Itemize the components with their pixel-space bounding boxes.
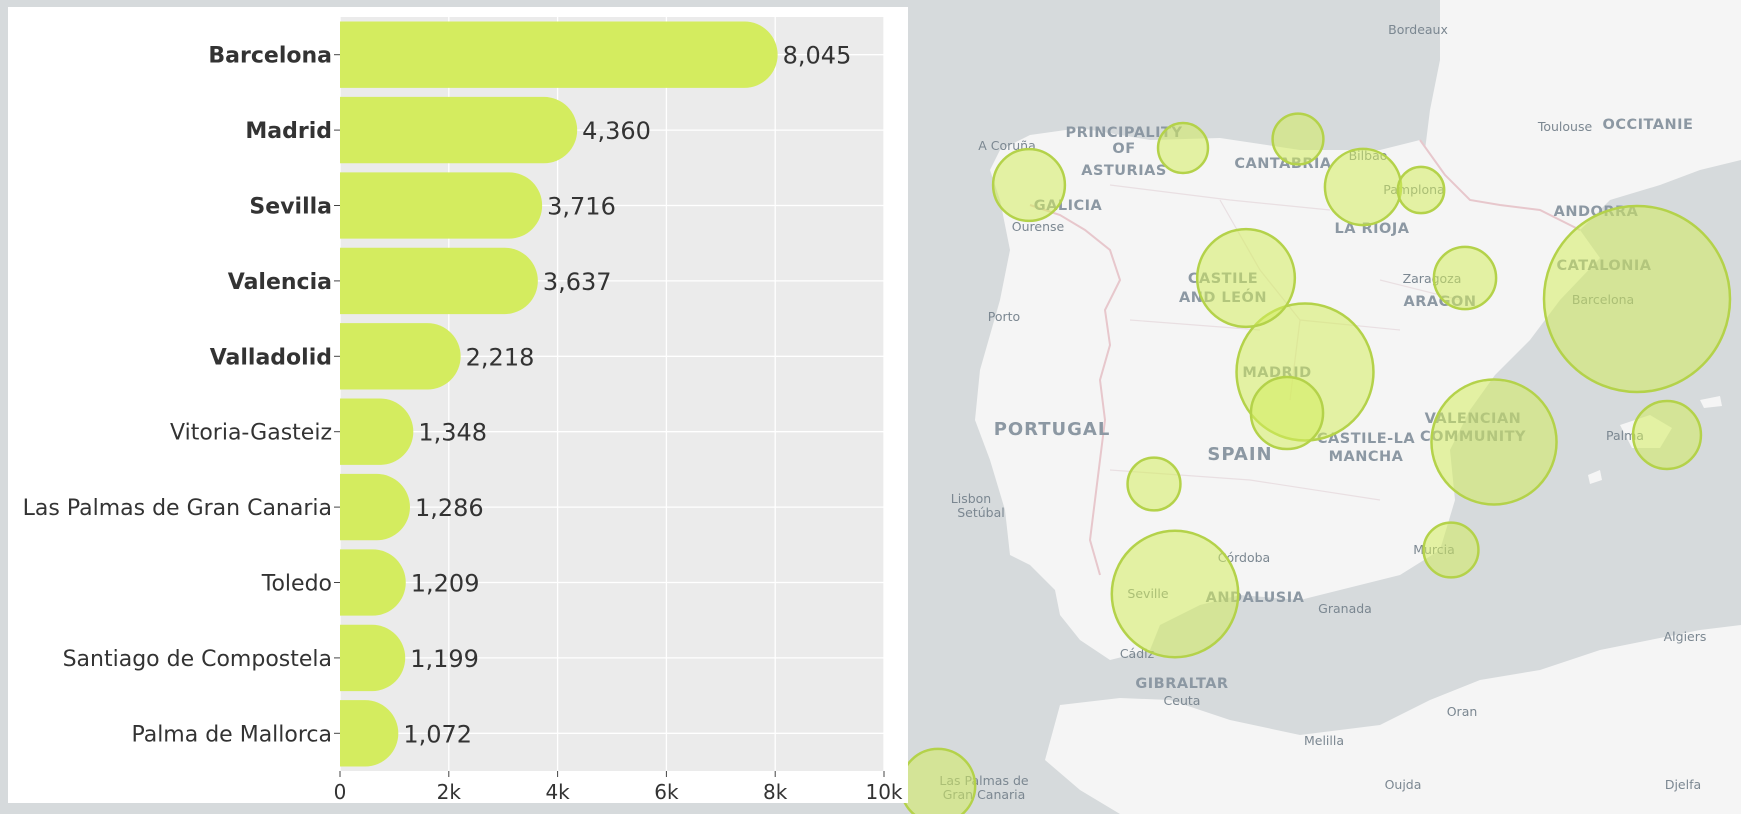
bar-sevilla[interactable] <box>340 172 543 239</box>
map-region-label: CASTILE-LA <box>1317 431 1415 447</box>
map-region-label: PRINCIPALITY <box>1066 125 1183 141</box>
category-label: Vitoria-Gasteiz <box>170 421 332 446</box>
x-axis: 0 2k 4k 6k 8k 10k <box>334 771 903 803</box>
y-axis-labels: Barcelona Madrid Sevilla Valencia Valladolid… <box>23 44 340 747</box>
map-city-label: Algiers <box>1664 629 1707 644</box>
map-city-label: Setúbal <box>957 505 1005 520</box>
value-label: 3,716 <box>547 193 616 221</box>
value-label: 1,348 <box>418 419 487 447</box>
bar-madrid[interactable] <box>340 96 578 164</box>
map-marker-las-palmas-de-gran-canaria[interactable] <box>899 747 977 814</box>
bar-barcelona[interactable] <box>340 21 778 88</box>
map-marker-pamplona[interactable] <box>1396 165 1446 215</box>
map-marker-palma-de-mallorca[interactable] <box>1631 399 1703 471</box>
bar-santiago-de-compostela[interactable] <box>340 624 406 692</box>
map-marker-valencia[interactable] <box>1430 378 1558 506</box>
bar-vitoria-gasteiz[interactable] <box>340 398 414 465</box>
bar-chart: 8,045 4,360 3,716 3,637 2,218 1,348 1,286 1,209… <box>23 17 903 803</box>
map-marker-toledo[interactable] <box>1249 375 1325 451</box>
value-label: 8,045 <box>783 42 852 70</box>
map-marker-sevilla[interactable] <box>1110 529 1240 659</box>
map-marker-santander[interactable] <box>1271 112 1325 166</box>
map-marker-oviedo[interactable] <box>1156 121 1210 175</box>
map-city-label: Córdoba <box>1218 550 1270 565</box>
x-tick-label: 10k <box>865 780 902 803</box>
category-label: Madrid <box>245 119 332 144</box>
map-border-portugal <box>1029 204 1122 576</box>
map-city-label: Toulouse <box>1537 119 1593 134</box>
bar-valencia[interactable] <box>340 247 538 315</box>
value-label: 1,286 <box>415 494 484 522</box>
map-marker-santiago-de-compostela[interactable] <box>991 147 1067 223</box>
map-region-label: OCCITANIE <box>1603 117 1694 133</box>
x-tick-label: 2k <box>437 780 462 803</box>
map-region-label: OF <box>1112 141 1135 157</box>
category-label: Sevilla <box>249 195 332 220</box>
map-land-africa <box>1045 625 1741 814</box>
map-marker-zaragoza[interactable] <box>1432 245 1498 311</box>
category-label: Las Palmas de Gran Canaria <box>23 496 332 521</box>
map-city-label: Bordeaux <box>1388 22 1448 37</box>
category-label: Valencia <box>228 270 332 295</box>
map-city-label: Ceuta <box>1164 693 1201 708</box>
map-region-label: MANCHA <box>1329 449 1404 465</box>
value-label: 1,209 <box>411 570 480 598</box>
map-country-label: PORTUGAL <box>994 419 1111 440</box>
map-region-label: GIBRALTAR <box>1135 676 1228 692</box>
category-label: Toledo <box>261 572 332 597</box>
value-label: 4,360 <box>582 117 651 145</box>
map-city-label: Lisbon <box>951 491 991 506</box>
bar-las-palmas-de-gran-canaria[interactable] <box>340 473 410 541</box>
map-land-menorca <box>1700 396 1722 408</box>
category-label: Barcelona <box>208 44 332 69</box>
map-marker-vitoria-gasteiz[interactable] <box>1323 147 1403 227</box>
bar-toledo[interactable] <box>340 549 406 616</box>
map-city-label: Ourense <box>1012 219 1065 234</box>
map-land-ibiza <box>1588 470 1602 484</box>
map-marker-barcelona[interactable] <box>1542 204 1732 394</box>
category-label: Santiago de Compostela <box>63 647 332 672</box>
bar-palma-de-mallorca[interactable] <box>340 700 399 767</box>
value-label: 2,218 <box>466 343 535 371</box>
map-country-label: SPAIN <box>1207 444 1272 465</box>
value-label: 1,072 <box>403 720 472 748</box>
bar-chart-panel: 8,045 4,360 3,716 3,637 2,218 1,348 1,286 1,209… <box>8 7 908 803</box>
x-tick-label: 0 <box>334 780 347 803</box>
map-marker-c-ceres[interactable] <box>1126 456 1182 512</box>
value-label: 1,199 <box>410 645 479 673</box>
bar-valladolid[interactable] <box>340 323 461 390</box>
x-tick-label: 6k <box>654 780 679 803</box>
map-city-label: Oujda <box>1385 777 1422 792</box>
map-city-label: Oran <box>1447 704 1478 719</box>
value-labels: 8,045 4,360 3,716 3,637 2,218 1,348 1,286 1,209… <box>403 42 851 749</box>
map-border-france <box>1419 139 1581 231</box>
x-tick-label: 8k <box>763 780 788 803</box>
map-markers <box>899 112 1732 814</box>
category-label: Valladolid <box>210 345 332 370</box>
map-land-france <box>1425 0 1741 230</box>
map-city-label: Djelfa <box>1665 777 1701 792</box>
map-city-label: Granada <box>1318 601 1372 616</box>
map-marker-murcia[interactable] <box>1422 521 1480 579</box>
value-label: 3,637 <box>543 268 612 296</box>
map-city-label: Porto <box>988 309 1020 324</box>
map-region-label: ASTURIAS <box>1081 163 1167 179</box>
bars <box>340 21 778 767</box>
map-marker-valladolid[interactable] <box>1195 227 1297 329</box>
category-label: Palma de Mallorca <box>131 722 332 747</box>
x-tick-label: 4k <box>545 780 570 803</box>
map-city-label: Melilla <box>1304 733 1344 748</box>
